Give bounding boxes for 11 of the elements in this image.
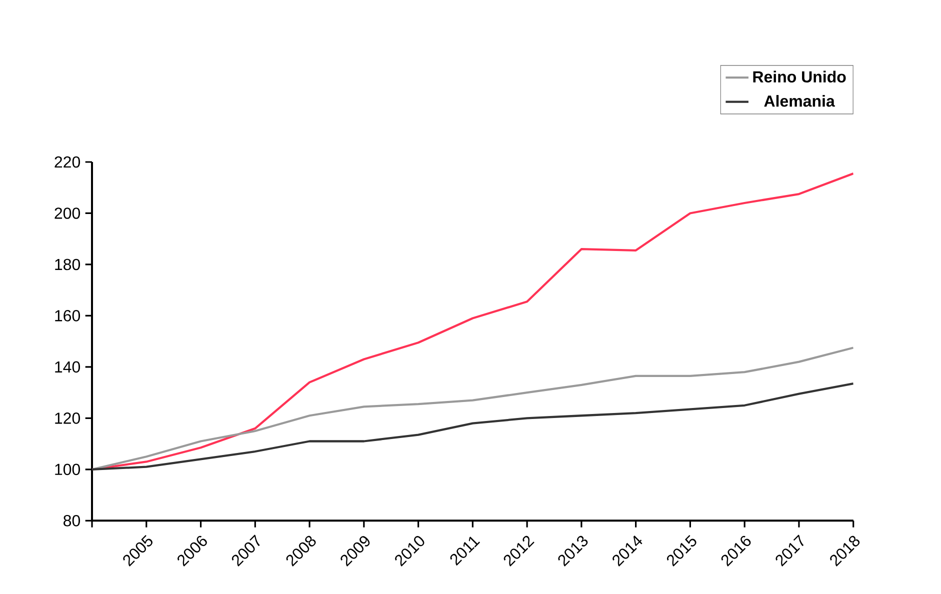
y-tick-label: 140 xyxy=(55,361,80,373)
y-tick-label: 160 xyxy=(55,310,80,322)
legend-label: Alemania xyxy=(764,95,835,107)
y-tick-label: 200 xyxy=(54,208,80,219)
line-series xyxy=(92,346,854,470)
legend-label: Reino Unido xyxy=(753,70,846,82)
y-tick-label: 120 xyxy=(55,412,80,424)
y-tick-label: 100 xyxy=(55,464,80,476)
y-tick-label: 220 xyxy=(54,156,80,168)
y-tick-label: 180 xyxy=(55,258,80,270)
y-tick-label: 80 xyxy=(64,515,80,526)
